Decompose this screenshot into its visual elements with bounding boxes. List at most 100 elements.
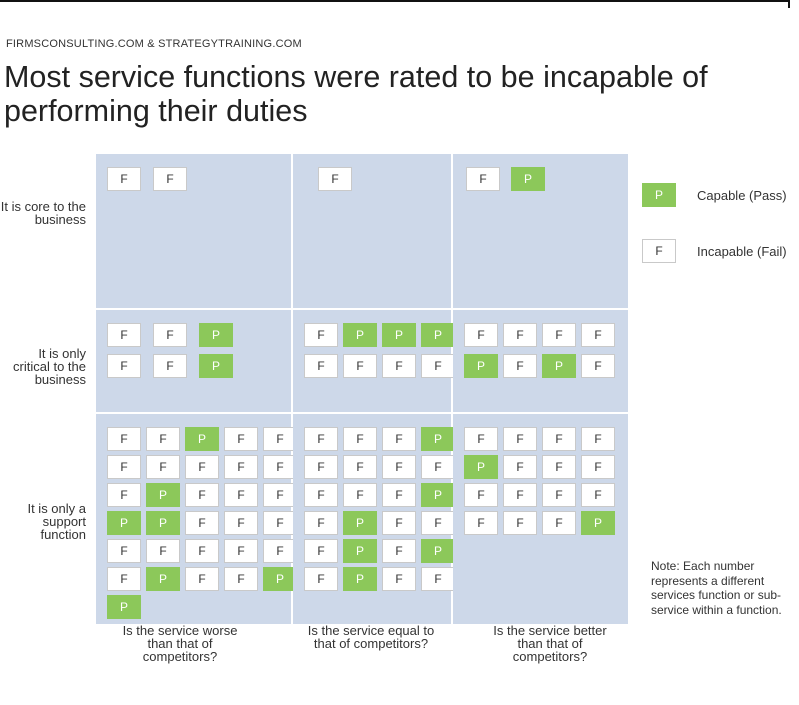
fail-box: F: [503, 427, 537, 451]
fail-box: F: [503, 354, 537, 378]
row-label-critical: It is only critical to the business: [13, 346, 86, 387]
fail-box: F: [263, 427, 297, 451]
fail-box: F: [382, 511, 416, 535]
pass-box: P: [343, 511, 377, 535]
fail-box: F: [304, 323, 338, 347]
fail-box: F: [343, 354, 377, 378]
fail-box: F: [224, 539, 258, 563]
fail-box: F: [107, 539, 141, 563]
legend-pass-swatch: P: [642, 183, 676, 207]
fail-box: F: [421, 455, 455, 479]
fail-box: F: [224, 427, 258, 451]
fail-box: F: [107, 323, 141, 347]
fail-box: F: [503, 323, 537, 347]
fail-box: F: [304, 483, 338, 507]
fail-box: F: [185, 483, 219, 507]
top-rule: [0, 0, 790, 2]
top-rule-corner: [788, 0, 790, 8]
pass-box: P: [421, 427, 455, 451]
fail-box: F: [542, 455, 576, 479]
fail-box: F: [382, 539, 416, 563]
pass-box: P: [382, 323, 416, 347]
fail-box: F: [421, 511, 455, 535]
legend-fail-label: Incapable (Fail): [697, 244, 787, 259]
row-label-core: It is core to the business: [0, 199, 86, 227]
fail-box: F: [466, 167, 500, 191]
fail-box: F: [304, 567, 338, 591]
fail-box: F: [343, 427, 377, 451]
fail-box: F: [224, 483, 258, 507]
column-label-worse: Is the service worse than that of compet…: [122, 623, 238, 664]
fail-box: F: [542, 323, 576, 347]
fail-box: F: [503, 483, 537, 507]
footnote: Note: Each number represents a different…: [651, 559, 782, 617]
pass-box: P: [421, 483, 455, 507]
fail-box: F: [224, 511, 258, 535]
fail-box: F: [464, 483, 498, 507]
fail-box: F: [153, 323, 187, 347]
fail-box: F: [263, 511, 297, 535]
pass-box: P: [464, 354, 498, 378]
pass-box: P: [581, 511, 615, 535]
pass-box: P: [421, 539, 455, 563]
pass-box: P: [146, 567, 180, 591]
fail-box: F: [542, 483, 576, 507]
fail-box: F: [107, 455, 141, 479]
fail-box: F: [185, 567, 219, 591]
fail-box: F: [304, 511, 338, 535]
page-title: Most service functions were rated to be …: [4, 60, 708, 128]
fail-box: F: [107, 427, 141, 451]
pass-box: P: [464, 455, 498, 479]
fail-box: F: [146, 427, 180, 451]
pass-box: P: [511, 167, 545, 191]
pass-box: P: [146, 511, 180, 535]
pass-box: P: [343, 567, 377, 591]
fail-box: F: [421, 354, 455, 378]
fail-box: F: [343, 483, 377, 507]
fail-box: F: [581, 455, 615, 479]
pass-box: P: [199, 323, 233, 347]
legend-pass-label: Capable (Pass): [697, 188, 787, 203]
pass-box: P: [185, 427, 219, 451]
fail-box: F: [146, 455, 180, 479]
pass-box: P: [542, 354, 576, 378]
fail-box: F: [464, 323, 498, 347]
fail-box: F: [581, 323, 615, 347]
fail-box: F: [464, 511, 498, 535]
fail-box: F: [263, 483, 297, 507]
column-label-better: Is the service better than that of compe…: [493, 623, 607, 664]
fail-box: F: [542, 427, 576, 451]
fail-box: F: [421, 567, 455, 591]
pass-box: P: [146, 483, 180, 507]
fail-box: F: [107, 483, 141, 507]
fail-box: F: [107, 354, 141, 378]
fail-box: F: [304, 455, 338, 479]
cell-core-equal: F: [293, 154, 451, 308]
pass-box: P: [343, 539, 377, 563]
fail-box: F: [382, 427, 416, 451]
fail-box: F: [107, 167, 141, 191]
pass-box: P: [421, 323, 455, 347]
fail-box: F: [224, 567, 258, 591]
fail-box: F: [318, 167, 352, 191]
fail-box: F: [382, 455, 416, 479]
legend-fail-swatch: F: [642, 239, 676, 263]
fail-box: F: [304, 354, 338, 378]
fail-box: F: [581, 354, 615, 378]
fail-box: F: [382, 483, 416, 507]
pass-box: P: [107, 595, 141, 619]
fail-box: F: [107, 567, 141, 591]
fail-box: F: [304, 539, 338, 563]
fail-box: F: [304, 427, 338, 451]
fail-box: F: [185, 539, 219, 563]
pass-box: P: [107, 511, 141, 535]
fail-box: F: [153, 167, 187, 191]
